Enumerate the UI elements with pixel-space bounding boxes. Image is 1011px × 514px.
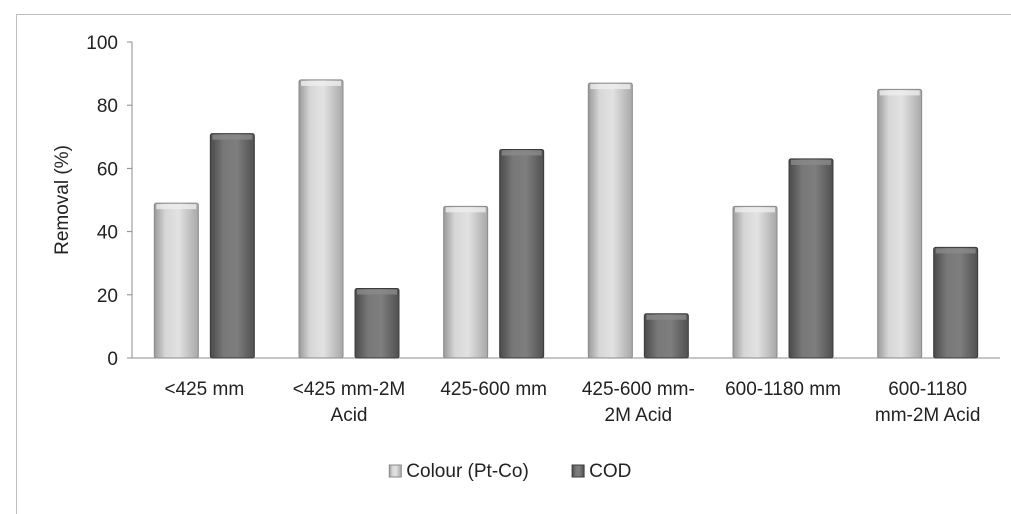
bar-rect: [933, 246, 979, 359]
bar-bevel: [590, 84, 631, 90]
bar-rect: [298, 79, 344, 359]
x-tick-label: 425-600 mm: [440, 379, 547, 400]
bar-bevel: [501, 150, 542, 156]
bar-rect: [643, 313, 689, 359]
axes: 0 20 40 60 80 100 Removal (%): [52, 33, 1000, 370]
bar-colour: [298, 79, 344, 359]
x-tick-label: 425-600 mm-2M Acid: [582, 379, 695, 426]
legend-item-colour: Colour (Pt-Co): [388, 461, 529, 482]
bar-rect: [587, 82, 633, 359]
bar-cod: [209, 133, 255, 359]
legend-swatch: [388, 464, 402, 478]
bar-cod: [643, 313, 689, 359]
bar-rect: [499, 148, 545, 359]
bar-rect: [209, 133, 255, 359]
bar-bevel: [935, 248, 976, 254]
y-tick-label: 20: [97, 286, 118, 307]
bar-rect: [788, 158, 834, 359]
bar-bevel: [445, 207, 486, 213]
chart-frame: [16, 14, 1011, 514]
bars: [153, 79, 979, 359]
bar-colour: [443, 205, 489, 359]
bar-colour: [153, 202, 199, 359]
bar-bevel: [646, 314, 687, 320]
y-tick-label: 0: [107, 349, 118, 370]
y-tick-label: 80: [97, 96, 118, 117]
bar-rect: [153, 202, 199, 359]
legend-label: COD: [589, 461, 631, 482]
bar-bevel: [301, 80, 341, 86]
x-tick-label: 600-1180 mm-2M Acid: [875, 379, 981, 426]
bar-colour: [587, 82, 633, 359]
bar-cod: [499, 148, 545, 359]
bar-bevel: [156, 204, 197, 210]
labels: <425 mm <425 mm-2M Acid 425-600 mm 425-600 m…: [164, 379, 980, 426]
x-tick-label: <425 mm: [164, 379, 244, 400]
bar-rect: [732, 205, 778, 359]
bar-rect: [443, 205, 489, 359]
bar-bevel: [879, 90, 920, 96]
legend-label: Colour (Pt-Co): [406, 461, 528, 482]
y-tick-label: 60: [97, 159, 118, 180]
bar-rect: [354, 287, 400, 359]
bar-cod: [933, 246, 979, 359]
bar-rect: [877, 88, 923, 359]
bar-bevel: [212, 134, 253, 140]
bar-bevel: [357, 289, 397, 295]
y-axis-title: Removal (%): [52, 145, 73, 255]
y-tick-label: 100: [86, 33, 118, 54]
legend-item-cod: COD: [571, 461, 631, 482]
legend-swatch: [571, 464, 585, 478]
bar-cod: [788, 158, 834, 359]
x-tick-label: <425 mm-2M Acid: [293, 379, 405, 426]
bar-colour: [732, 205, 778, 359]
bar-colour: [877, 88, 923, 359]
bar-bevel: [735, 207, 775, 213]
bar-cod: [354, 287, 400, 359]
bar-bevel: [791, 159, 831, 165]
legend: Colour (Pt-Co) COD: [388, 461, 631, 482]
y-tick-label: 40: [97, 223, 118, 244]
x-tick-label: 600-1180 mm: [725, 379, 841, 400]
